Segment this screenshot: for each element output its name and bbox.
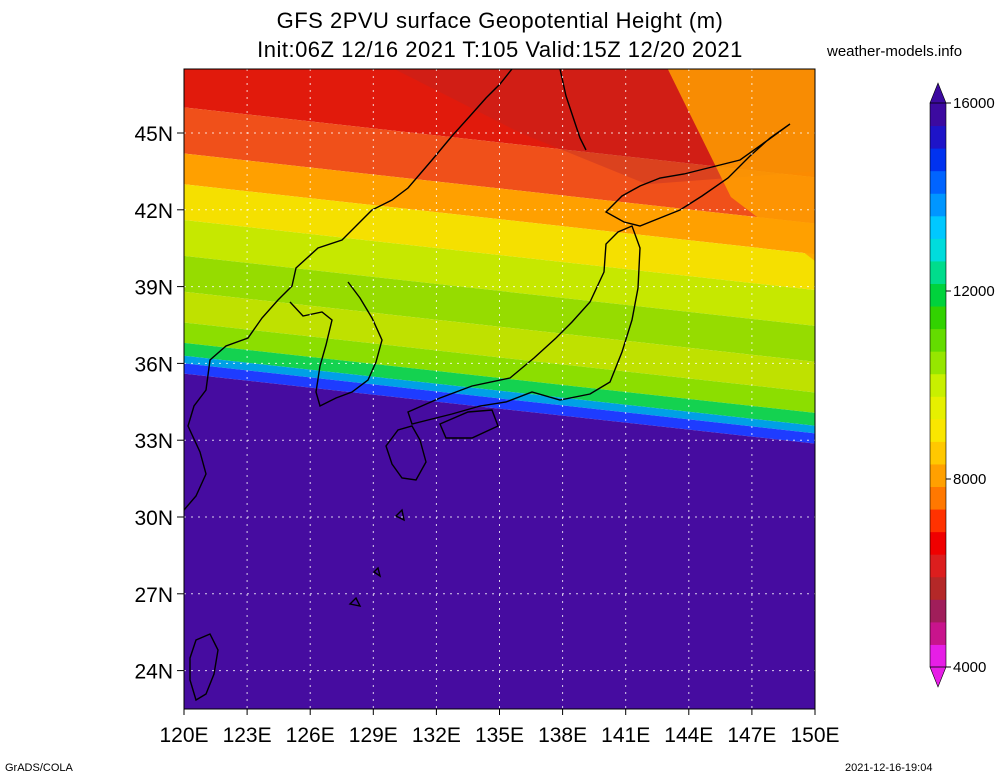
- lat-tick-label: 42N: [134, 200, 173, 223]
- field-band: [184, 322, 815, 413]
- colorbar-swatch: [930, 215, 946, 239]
- chart-title: GFS 2PVU surface Geopotential Height (m): [276, 8, 724, 33]
- coastline-shikoku: [439, 409, 499, 439]
- colorbar-swatch: [930, 441, 946, 465]
- colorbar-swatch: [930, 170, 946, 194]
- lon-tick-label: 147E: [727, 724, 776, 747]
- lon-tick-label: 141E: [601, 724, 650, 747]
- lat-tick-label: 36N: [134, 353, 173, 376]
- colorbar-tick-label: 8000: [953, 471, 986, 488]
- colorbar-swatch: [930, 373, 946, 397]
- colorbar-swatch: [930, 463, 946, 488]
- colorbar-swatch: [930, 306, 946, 330]
- lon-tick-label: 123E: [223, 724, 272, 747]
- colorbar-swatch: [930, 125, 946, 149]
- colorbar-swatch: [930, 283, 946, 307]
- colorbar-swatch: [930, 148, 946, 172]
- colorbar-swatch: [930, 509, 946, 533]
- colorbar-swatch: [930, 554, 946, 578]
- lat-tick-label: 45N: [134, 123, 173, 146]
- coastline-honshu: [407, 225, 641, 425]
- lat-tick-label: 33N: [134, 430, 173, 453]
- software-credit: GrADS/COLA: [5, 762, 73, 774]
- colorbar-swatch: [930, 396, 946, 420]
- colorbar-min-arrow: [929, 666, 947, 688]
- lat-tick-label: 27N: [134, 584, 173, 607]
- colorbar-max-arrow: [929, 82, 947, 104]
- colorbar-swatch: [930, 531, 946, 555]
- coastline-kyushu: [385, 425, 427, 481]
- colorbar: 4000 8000 12000 16000: [929, 82, 995, 688]
- coastline-hokkaido: [604, 123, 791, 227]
- colorbar-swatch: [930, 328, 946, 352]
- coastline-taiwan: [189, 633, 219, 702]
- graticule: [184, 69, 815, 709]
- coastline-korea: [289, 281, 383, 408]
- colorbar-swatch: [930, 644, 946, 668]
- field-band: [184, 355, 815, 434]
- lat-tick-label: 30N: [134, 507, 173, 530]
- colorbar-swatch: [930, 260, 946, 284]
- map-axes: 120E 123E 126E 129E 132E 135E 138E 141E 144E 147E…: [134, 123, 839, 747]
- lat-tick-label: 24N: [134, 661, 173, 684]
- lat-tick-label: 39N: [134, 277, 173, 300]
- colorbar-swatch: [930, 599, 946, 623]
- coastline-sakhalin: [559, 69, 587, 151]
- colorbar-tick-label: 4000: [953, 659, 986, 676]
- colorbar-tick-label: 12000: [953, 283, 995, 300]
- lon-tick-label: 129E: [349, 724, 398, 747]
- lon-tick-label: 150E: [790, 724, 839, 747]
- field-band: [184, 107, 815, 224]
- generated-timestamp: 2021-12-16-19:04: [845, 762, 933, 774]
- lon-tick-label: 126E: [286, 724, 335, 747]
- lon-tick-label: 144E: [664, 724, 713, 747]
- lon-tick-label: 132E: [412, 724, 461, 747]
- chart-subtitle: Init:06Z 12/16 2021 T:105 Valid:15Z 12/2…: [257, 37, 743, 62]
- colorbar-swatch: [930, 193, 946, 217]
- colorbar-swatch: [930, 238, 946, 262]
- field-band: [184, 69, 815, 178]
- colorbar-swatch: [930, 351, 946, 375]
- coastline-mainland: [184, 69, 513, 511]
- colorbar-tick-label: 16000: [953, 95, 995, 112]
- lon-tick-label: 120E: [159, 724, 208, 747]
- colorbar-swatch: [930, 621, 946, 645]
- colorbar-swatch: [930, 103, 946, 127]
- coastline-ryukyu: [348, 508, 405, 607]
- colorbar-swatch: [930, 486, 946, 510]
- field-band: [184, 373, 815, 709]
- colorbar-swatch: [930, 576, 946, 600]
- coastlines: [184, 69, 791, 702]
- colorbar-frame: [929, 102, 947, 668]
- source-credit: weather-models.info: [827, 43, 963, 60]
- colorbar-swatch: [930, 418, 946, 442]
- lon-tick-label: 135E: [475, 724, 524, 747]
- lon-tick-label: 138E: [538, 724, 587, 747]
